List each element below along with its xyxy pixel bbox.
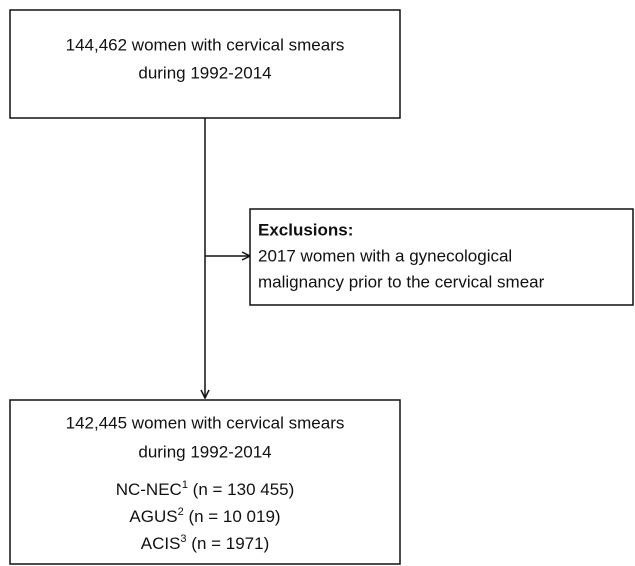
exclusion-heading: Exclusions: [258,220,353,239]
group-note: 2 [178,506,184,518]
group-count: (n = 10 019) [188,507,280,526]
box-text: malignancy prior to the cervical smear [258,272,545,291]
exclusion-box [249,208,634,306]
group-note: 1 [182,479,188,491]
group-line: NC-NEC1 (n = 130 455) [116,479,295,500]
start-box [9,9,401,119]
group-count: (n = 1971) [191,534,269,553]
group-note: 3 [180,533,186,545]
box-text: during 1992-2014 [138,63,271,82]
box-text: 142,445 women with cervical smears [66,413,345,432]
result-box [9,399,401,565]
group-list: NC-NEC1 (n = 130 455)AGUS2 (n = 10 019)A… [116,479,295,554]
group-line: AGUS2 (n = 10 019) [129,506,280,527]
group-name: NC-NEC [116,480,182,499]
group-name: AGUS [129,507,177,526]
group-count: (n = 130 455) [193,480,295,499]
group-name: ACIS [141,534,181,553]
box-text: 2017 women with a gynecological [258,246,512,265]
box-text: 144,462 women with cervical smears [66,35,345,54]
box-text: during 1992-2014 [138,442,271,461]
group-line: ACIS3 (n = 1971) [141,533,270,554]
